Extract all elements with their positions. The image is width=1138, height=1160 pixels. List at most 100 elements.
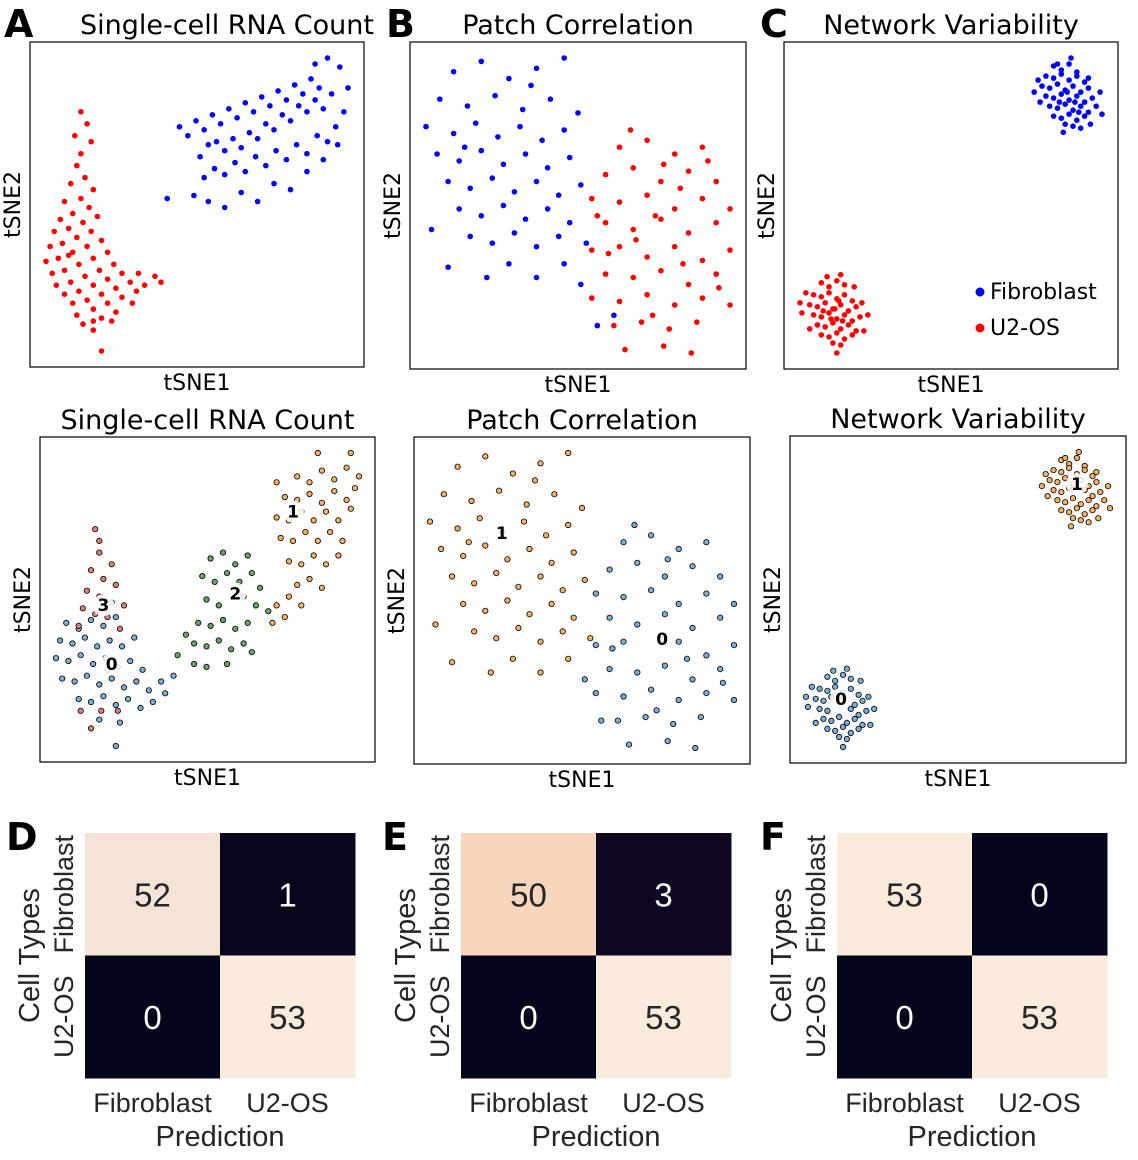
data-point [511, 189, 518, 195]
data-point [1050, 486, 1057, 494]
data-point [849, 318, 856, 324]
data-point [606, 566, 613, 573]
data-point [675, 638, 682, 645]
cluster-0 [802, 665, 878, 751]
data-point [1050, 75, 1057, 81]
data-point [592, 689, 599, 697]
data-point [851, 715, 858, 723]
data-point [112, 742, 119, 750]
data-point [594, 213, 601, 219]
data-point [653, 707, 660, 714]
data-point [275, 88, 281, 94]
data-point [244, 619, 251, 627]
data-point [548, 559, 555, 566]
data-point [78, 109, 84, 115]
data-point [87, 725, 95, 732]
matrix-cell [461, 955, 597, 1079]
cluster-1 [426, 449, 594, 676]
data-point [1081, 113, 1088, 119]
data-point [799, 310, 805, 316]
data-point [339, 537, 346, 545]
data-point [302, 528, 309, 536]
y-tick-label: U2-OS [801, 975, 831, 1058]
data-point [312, 61, 318, 67]
data-point [471, 580, 478, 587]
data-point [232, 561, 239, 568]
matrix-cell [220, 833, 356, 956]
data-point [59, 675, 66, 682]
data-point [1093, 478, 1100, 486]
data-point [88, 228, 94, 235]
data-point [273, 479, 280, 486]
data-point [1043, 93, 1049, 99]
data-point [526, 545, 533, 553]
data-point [575, 110, 581, 116]
data-point [468, 497, 475, 505]
data-point [671, 302, 678, 308]
cluster-label-bg [100, 652, 123, 675]
data-point [1074, 69, 1080, 75]
data-point [841, 336, 848, 342]
cluster-3 [75, 526, 128, 732]
data-point [699, 144, 706, 150]
data-point [634, 621, 641, 628]
data-point [96, 549, 103, 556]
data-point [125, 695, 132, 703]
data-point [108, 675, 115, 682]
data-point [689, 676, 696, 683]
data-point [495, 134, 501, 140]
data-point [478, 213, 485, 219]
data-point [1077, 103, 1084, 109]
data-point [304, 109, 310, 115]
data-point [559, 628, 566, 635]
data-point [205, 198, 212, 205]
data-point [87, 567, 95, 574]
data-point [630, 226, 637, 233]
data-point [203, 663, 210, 671]
data-point [526, 611, 533, 618]
data-point [96, 716, 103, 723]
data-point [191, 660, 198, 668]
data-point [335, 552, 342, 559]
data-point [661, 662, 669, 669]
data-point [205, 141, 212, 148]
data-point [594, 322, 601, 329]
cluster-label: 1 [287, 502, 299, 522]
data-point [347, 449, 354, 457]
data-point [347, 505, 354, 512]
data-point [519, 106, 526, 113]
data-point [191, 640, 198, 647]
data-point [224, 660, 231, 668]
data-point [837, 271, 844, 278]
data-point [826, 310, 832, 316]
data-point [320, 156, 327, 163]
data-point [69, 210, 76, 217]
data-point [265, 608, 272, 615]
data-point [1081, 79, 1088, 85]
data-point [849, 332, 856, 338]
data-point [847, 705, 854, 713]
data-point [566, 154, 573, 161]
data-point [822, 324, 828, 330]
data-point [703, 590, 710, 597]
data-point [43, 258, 49, 265]
data-point [539, 137, 545, 144]
data-point [232, 159, 238, 166]
data-point [52, 654, 60, 662]
data-point [215, 637, 222, 644]
data-point [437, 545, 445, 553]
data-point [589, 247, 595, 253]
data-point [335, 517, 342, 524]
data-point [1062, 454, 1069, 462]
data-point [581, 676, 588, 683]
data-point [642, 713, 649, 721]
data-point [465, 539, 472, 546]
data-point [647, 587, 655, 594]
data-point [592, 590, 599, 597]
panel-letter: E [382, 815, 408, 859]
data-point [688, 350, 695, 356]
data-point [830, 340, 836, 346]
data-point [112, 613, 119, 621]
data-point [1077, 125, 1084, 131]
y-tick-label: Fibroblast [425, 834, 455, 953]
